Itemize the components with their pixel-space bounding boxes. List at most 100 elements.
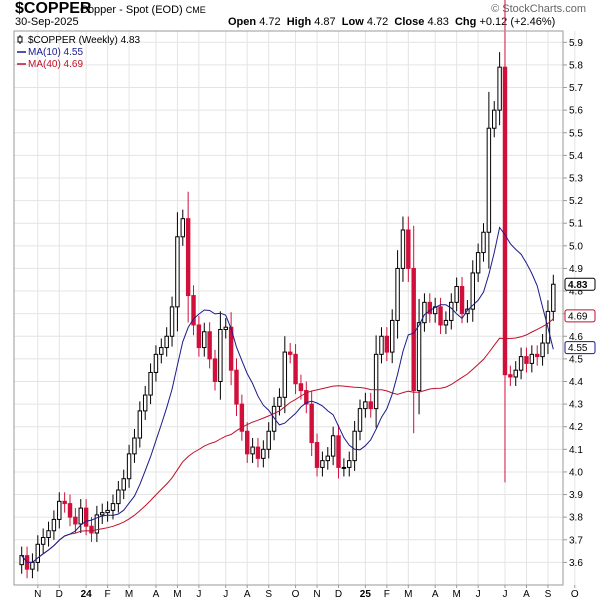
candle-body	[406, 229, 411, 269]
candle-up	[492, 101, 497, 138]
candle-up	[347, 451, 352, 477]
candle-up	[116, 480, 121, 513]
legend-candle-body	[17, 36, 23, 43]
y-tick-label: 5.0	[569, 241, 583, 252]
candle-body	[19, 555, 24, 566]
candle-up	[363, 392, 368, 418]
candles	[19, 0, 556, 579]
candle-up	[529, 345, 535, 373]
candle-down	[83, 499, 89, 536]
x-tick-label: M	[452, 589, 460, 600]
candle-up	[94, 505, 100, 543]
candle-down	[228, 312, 234, 386]
candle-body	[277, 396, 282, 407]
candle-up	[121, 469, 126, 500]
chart-date: 30-Sep-2025	[15, 16, 79, 28]
candle-body	[540, 342, 545, 358]
candle-body	[551, 283, 556, 312]
candle-body	[443, 319, 449, 326]
y-tick-label: 4.1	[569, 445, 583, 456]
y-tick-label: 5.5	[569, 128, 583, 139]
y-tick-label: 5.9	[569, 38, 583, 49]
candle-body	[137, 410, 143, 439]
candle-up	[266, 422, 271, 459]
x-tick-label: M	[173, 589, 181, 600]
candle-down	[245, 422, 250, 463]
candle-body	[202, 331, 207, 349]
candle-body	[35, 543, 41, 563]
candle-body	[153, 353, 159, 373]
candle-up	[551, 274, 556, 321]
legend-label: $COPPER (Weekly) 4.83	[28, 35, 141, 46]
candle-down	[191, 285, 196, 336]
x-tick-label: 24	[81, 589, 93, 600]
candle-body	[105, 509, 110, 514]
candle-body	[314, 442, 320, 468]
candle-body	[400, 229, 406, 269]
x-tick-label: F	[105, 589, 111, 600]
candle-up	[169, 296, 175, 347]
candle-body	[287, 351, 293, 355]
candle-body	[212, 358, 218, 382]
candle-body	[459, 286, 465, 315]
y-tick-label: 3.9	[569, 490, 583, 501]
candle-down	[293, 344, 298, 395]
candle-up	[271, 397, 277, 441]
candle-up	[416, 298, 422, 415]
candle-up	[19, 546, 24, 574]
candle-down	[427, 293, 433, 323]
candle-body	[234, 369, 239, 405]
candle-body	[159, 347, 164, 355]
candle-body	[384, 335, 390, 353]
ma10-line	[21, 226, 554, 563]
candle-up	[159, 338, 164, 364]
candle-body	[341, 466, 347, 469]
candle-body	[223, 326, 228, 330]
candle-down	[185, 191, 191, 323]
candle-up	[540, 334, 545, 366]
y-tick-label: 5.4	[569, 151, 583, 162]
moving-averages	[21, 226, 554, 563]
y-tick-label: 4.6	[569, 332, 583, 343]
candle-body	[298, 383, 304, 392]
candle-up	[325, 447, 330, 470]
y-tick-label: 4.8	[569, 287, 583, 298]
candle-body	[470, 272, 475, 310]
candle-up	[142, 386, 148, 420]
x-tick-label: J	[476, 589, 481, 600]
candle-up	[475, 243, 481, 282]
price-label: 4.83	[564, 277, 596, 291]
candle-up	[389, 309, 395, 364]
candle-up	[422, 293, 427, 332]
x-tick-label: A	[244, 589, 251, 600]
candle-up	[175, 212, 180, 332]
chg-label: Chg	[454, 16, 477, 28]
price-label-box	[564, 341, 596, 355]
candle-body	[438, 306, 443, 326]
candle-body	[196, 324, 202, 349]
candle-body	[422, 301, 427, 324]
candle-up	[320, 451, 325, 477]
candle-down	[62, 492, 67, 513]
candle-down	[287, 343, 293, 364]
y-tick-label: 5.1	[569, 219, 583, 230]
candle-up	[100, 503, 105, 524]
candle-body	[83, 507, 89, 527]
candle-up	[40, 528, 46, 554]
chart-header: $COPPER Copper - Spot (EOD) CME 30-Sep-2…	[0, 0, 600, 30]
candle-up	[352, 420, 357, 471]
candle-body	[524, 356, 529, 364]
symbol-description: Copper - Spot (EOD) CME	[80, 4, 206, 16]
y-tick-label: 5.6	[569, 106, 583, 117]
candle-body	[432, 306, 438, 315]
legend-entry: MA(10) 4.55	[17, 47, 83, 58]
candle-body	[218, 328, 223, 382]
candle-up	[481, 223, 486, 262]
candle-down	[304, 381, 309, 414]
x-tick-label: A	[523, 589, 530, 600]
candle-up	[51, 510, 57, 540]
candle-body	[449, 301, 454, 321]
x-tick-label: D	[56, 589, 63, 600]
candle-body	[110, 503, 116, 511]
